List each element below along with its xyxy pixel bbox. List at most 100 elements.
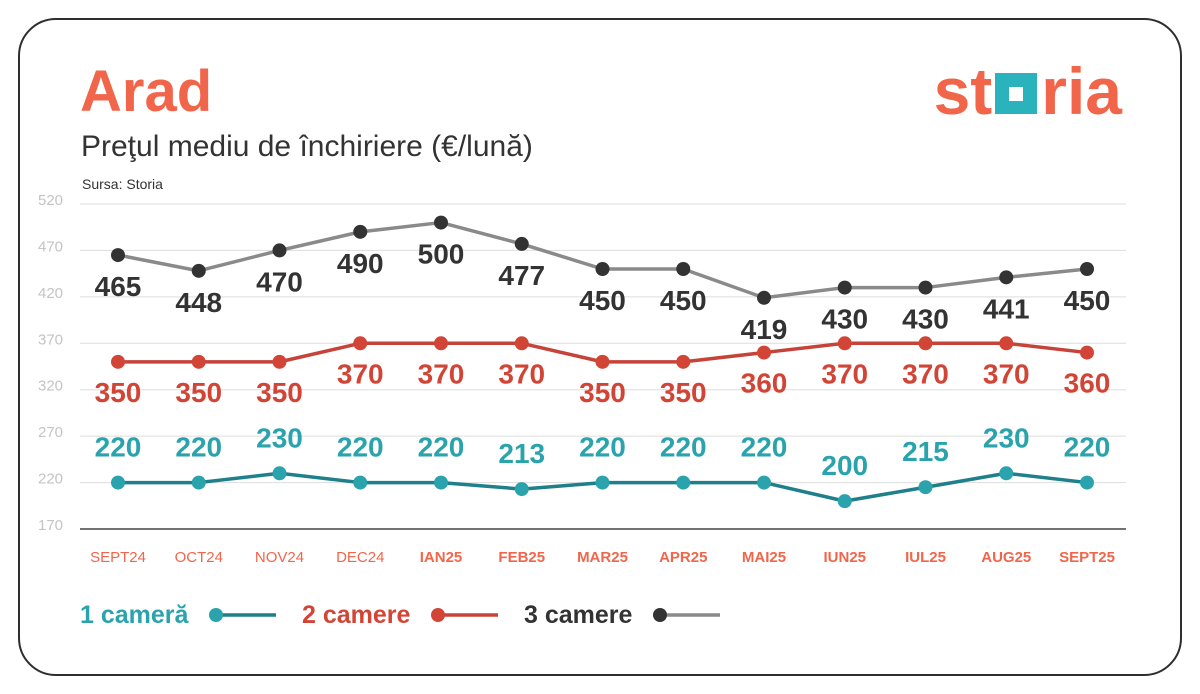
series-1-marker — [676, 475, 691, 490]
logo-prefix: st — [933, 54, 993, 128]
series-2-marker — [757, 345, 771, 360]
series-3-value-label: 500 — [418, 239, 465, 270]
series-3-marker — [837, 280, 852, 295]
series-2-marker — [111, 354, 125, 369]
series-1-marker — [434, 475, 448, 490]
series-2-value-label: 350 — [95, 377, 142, 408]
series-1-value-label: 220 — [418, 432, 465, 463]
legend-item-3-camere: 3 camere — [524, 600, 722, 630]
x-tick-label: OCT24 — [175, 549, 223, 566]
logo-suffix: ria — [1041, 54, 1122, 128]
series-2-value-label: 350 — [175, 377, 222, 408]
series-3-marker — [191, 263, 206, 278]
x-tick-label: IUL25 — [905, 549, 946, 566]
series-1-marker — [837, 494, 852, 509]
legend-item-2-camere: 2 camere — [302, 600, 500, 630]
x-tick-label: APR25 — [659, 549, 707, 566]
city-title: Arad — [80, 59, 213, 124]
series-3-marker — [514, 236, 529, 251]
series-2-value-label: 370 — [418, 358, 465, 389]
y-tick-label: 520 — [38, 192, 63, 209]
legend-swatch-icon — [431, 608, 499, 622]
series-2-marker — [837, 336, 852, 351]
x-tick-label: SEPT24 — [90, 549, 146, 566]
series-3-value-label: 490 — [337, 248, 384, 279]
series-1-value-label: 230 — [983, 422, 1030, 453]
series-1-value-label: 220 — [579, 432, 626, 463]
series-1-value-label: 213 — [498, 438, 545, 469]
series-1-value-label: 215 — [902, 436, 949, 467]
legend-swatch-icon — [209, 608, 277, 622]
series-1-marker — [595, 475, 610, 490]
series-2-value-label: 350 — [579, 377, 626, 408]
y-tick-label: 370 — [38, 331, 63, 348]
series-3-value-label: 450 — [660, 285, 707, 316]
legend-label: 1 cameră — [80, 600, 189, 629]
series-1-value-label: 220 — [1064, 432, 1111, 463]
series-2-marker — [434, 336, 448, 351]
legend-label: 3 camere — [524, 600, 633, 629]
series-1-marker — [999, 466, 1014, 481]
series-3-marker — [676, 262, 691, 276]
series-1-value-label: 200 — [821, 450, 868, 481]
series-3-marker — [1080, 262, 1094, 276]
series-3-marker — [999, 270, 1014, 285]
series-1-value-label: 220 — [660, 432, 707, 463]
x-tick-label: DEC24 — [336, 549, 384, 566]
series-3-value-label: 430 — [902, 304, 949, 335]
x-tick-label: NOV24 — [255, 549, 304, 566]
series-2-marker — [514, 336, 529, 351]
series-1-marker — [191, 475, 206, 490]
storia-logo: st ria — [934, 58, 1122, 124]
series-2-value-label: 370 — [902, 358, 949, 389]
chart-title: Preţul mediu de închiriere (€/lună) — [81, 130, 533, 163]
series-2-value-label: 360 — [741, 368, 788, 399]
series-2-marker — [353, 336, 368, 351]
series-3-marker — [595, 262, 610, 276]
series-1-marker — [918, 480, 933, 495]
y-tick-label: 470 — [38, 238, 63, 255]
series-3-value-label: 448 — [175, 287, 222, 318]
legend-item-1-camera: 1 cameră — [80, 600, 278, 630]
series-3-value-label: 419 — [741, 314, 788, 345]
y-tick-label: 420 — [38, 285, 63, 302]
series-3-value-label: 470 — [256, 266, 303, 297]
series-2-value-label: 360 — [1064, 368, 1111, 399]
series-2-marker — [676, 354, 691, 369]
card-border — [18, 18, 1182, 676]
series-3-value-label: 477 — [498, 260, 545, 291]
series-2-value-label: 350 — [256, 377, 303, 408]
y-tick-label: 320 — [38, 378, 63, 395]
series-2-marker — [595, 354, 610, 369]
series-1-marker — [111, 475, 125, 490]
y-tick-label: 220 — [38, 471, 63, 488]
series-3-marker — [918, 280, 933, 295]
series-2-value-label: 370 — [498, 358, 545, 389]
series-2-value-label: 350 — [660, 377, 707, 408]
legend-label: 2 camere — [302, 600, 411, 629]
series-2-marker — [191, 354, 206, 369]
series-1-value-label: 220 — [95, 432, 142, 463]
x-tick-label: MAR25 — [577, 549, 628, 566]
x-tick-label: SEPT25 — [1059, 549, 1115, 566]
legend-swatch-icon — [653, 608, 721, 622]
series-1-value-label: 220 — [741, 432, 788, 463]
series-1-value-label: 220 — [337, 432, 384, 463]
x-tick-label: AUG25 — [981, 549, 1031, 566]
y-tick-label: 270 — [38, 424, 63, 441]
series-1-marker — [514, 482, 529, 497]
series-1-value-label: 230 — [256, 422, 303, 453]
x-tick-label: IUN25 — [823, 549, 866, 566]
series-3-value-label: 430 — [821, 304, 868, 335]
series-3-value-label: 465 — [95, 271, 142, 302]
x-tick-label: FEB25 — [498, 549, 545, 566]
series-2-marker — [918, 336, 933, 351]
logo-square-icon — [995, 73, 1038, 114]
series-3-marker — [272, 243, 287, 258]
series-2-value-label: 370 — [337, 358, 384, 389]
source-note: Sursa: Storia — [82, 176, 163, 192]
series-2-marker — [272, 354, 287, 369]
series-3-value-label: 450 — [1064, 285, 1111, 316]
series-2-marker — [999, 336, 1014, 351]
